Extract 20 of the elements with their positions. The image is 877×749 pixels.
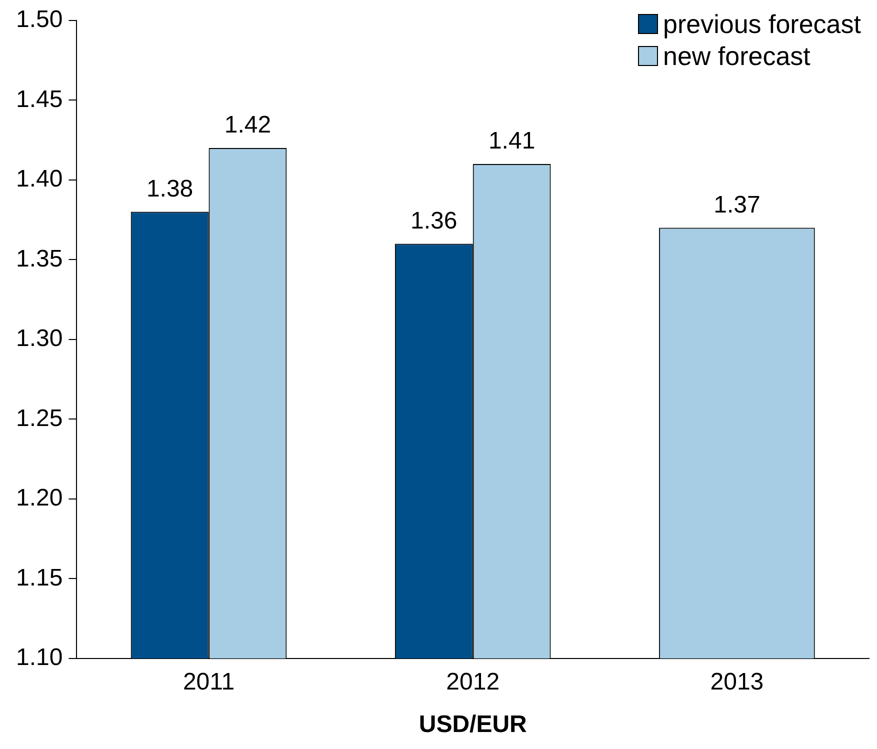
- y-tick-label: 1.45: [16, 86, 63, 113]
- y-tick-label: 1.25: [16, 404, 63, 432]
- y-tick-label: 1.20: [16, 484, 63, 512]
- y-tick-label: 1.35: [16, 245, 63, 272]
- x-tick-label: 2012: [446, 668, 500, 696]
- legend-label: previous forecast: [663, 8, 861, 40]
- y-tick-label: 1.15: [16, 564, 63, 592]
- legend-label: new forecast: [663, 40, 810, 72]
- data-label: 1.37: [714, 191, 760, 218]
- y-tick-label: 1.30: [16, 325, 63, 352]
- data-label: 1.41: [488, 128, 536, 155]
- data-label: 1.38: [146, 175, 194, 202]
- y-tick-label: 1.50: [16, 6, 63, 34]
- data-label: 1.36: [410, 207, 458, 234]
- x-axis-title: USD/EUR: [418, 711, 527, 738]
- y-tick-label: 1.10: [16, 644, 63, 672]
- data-label: 1.42: [224, 112, 272, 139]
- x-tick-label: 2011: [182, 668, 235, 696]
- y-tick-label: 1.40: [16, 166, 63, 193]
- x-tick-label: 2013: [710, 668, 764, 696]
